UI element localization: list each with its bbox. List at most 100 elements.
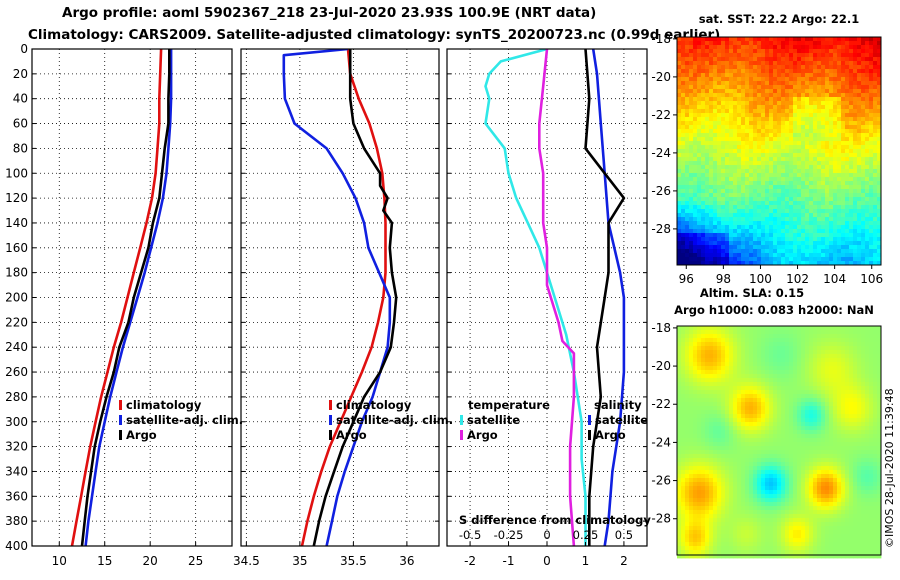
map-cell bbox=[697, 458, 702, 463]
map-cell bbox=[781, 426, 786, 431]
map-cell bbox=[697, 173, 702, 178]
map-cell bbox=[785, 205, 790, 210]
map-cell bbox=[857, 342, 862, 347]
map-cell bbox=[873, 450, 878, 455]
map-cell bbox=[877, 253, 882, 258]
map-cell bbox=[809, 37, 814, 42]
map-cell bbox=[829, 69, 834, 74]
map-cell bbox=[829, 85, 834, 90]
map-cell bbox=[809, 378, 814, 383]
map-cell bbox=[853, 81, 858, 86]
map-cell bbox=[801, 229, 806, 234]
map-cell bbox=[741, 442, 746, 447]
map-cell bbox=[865, 426, 870, 431]
x-tick-label: 2 bbox=[620, 554, 628, 568]
map-cell bbox=[705, 97, 710, 102]
map-cell bbox=[713, 422, 718, 427]
map-cell bbox=[785, 217, 790, 222]
map-cell bbox=[709, 193, 714, 198]
map-cell bbox=[733, 37, 738, 42]
map-cell bbox=[841, 366, 846, 371]
map-cell bbox=[737, 149, 742, 154]
map-cell bbox=[853, 334, 858, 339]
map-cell bbox=[873, 430, 878, 435]
map-cell bbox=[869, 89, 874, 94]
map-cell bbox=[773, 149, 778, 154]
map-cell bbox=[693, 370, 698, 375]
map-cell bbox=[845, 161, 850, 166]
map-cell bbox=[745, 253, 750, 258]
map-cell bbox=[793, 89, 798, 94]
map-cell bbox=[825, 338, 830, 343]
map-cell bbox=[729, 81, 734, 86]
map-cell bbox=[797, 121, 802, 126]
map-cell bbox=[753, 430, 758, 435]
map-cell bbox=[837, 249, 842, 254]
map-cell bbox=[845, 129, 850, 134]
map-cell bbox=[765, 73, 770, 78]
map-cell bbox=[697, 410, 702, 415]
map-cell bbox=[681, 426, 686, 431]
map-cell bbox=[801, 153, 806, 158]
map-cell bbox=[721, 378, 726, 383]
map-cell bbox=[745, 185, 750, 190]
map-cell bbox=[749, 101, 754, 106]
map-cell bbox=[837, 121, 842, 126]
map-cell bbox=[829, 201, 834, 206]
map-cell bbox=[753, 354, 758, 359]
map-cell bbox=[757, 237, 762, 242]
map-cell bbox=[865, 53, 870, 58]
map-cell bbox=[777, 129, 782, 134]
map-cell bbox=[701, 374, 706, 379]
map-cell bbox=[705, 73, 710, 78]
map-cell bbox=[801, 233, 806, 238]
map-cell bbox=[805, 261, 810, 266]
map-cell bbox=[717, 430, 722, 435]
map-cell bbox=[837, 57, 842, 62]
map-cell bbox=[837, 125, 842, 130]
map-cell bbox=[797, 209, 802, 214]
map-cell bbox=[765, 117, 770, 122]
map-cell bbox=[773, 346, 778, 351]
map-cell bbox=[797, 378, 802, 383]
map-cell bbox=[829, 185, 834, 190]
map-cell bbox=[693, 342, 698, 347]
map-cell bbox=[865, 169, 870, 174]
map-cell bbox=[857, 253, 862, 258]
map-cell bbox=[737, 402, 742, 407]
map-cell bbox=[745, 450, 750, 455]
map-cell bbox=[861, 430, 866, 435]
map-cell bbox=[797, 370, 802, 375]
map-cell bbox=[745, 217, 750, 222]
map-cell bbox=[833, 141, 838, 146]
map-cell bbox=[833, 342, 838, 347]
map-cell bbox=[773, 153, 778, 158]
map-cell bbox=[765, 69, 770, 74]
map-cell bbox=[749, 37, 754, 42]
map-cell bbox=[829, 446, 834, 451]
map-cell bbox=[685, 366, 690, 371]
map-cell bbox=[701, 241, 706, 246]
map-cell bbox=[725, 366, 730, 371]
map-cell bbox=[785, 241, 790, 246]
map-cell bbox=[829, 253, 834, 258]
map-cell bbox=[865, 149, 870, 154]
map-cell bbox=[861, 346, 866, 351]
map-cell bbox=[705, 350, 710, 355]
map-cell bbox=[877, 85, 882, 90]
map-cell bbox=[789, 386, 794, 391]
map-cell bbox=[809, 197, 814, 202]
map-cell bbox=[729, 382, 734, 387]
map-cell bbox=[857, 454, 862, 459]
map-cell bbox=[861, 85, 866, 90]
map-cell bbox=[825, 390, 830, 395]
map-cell bbox=[677, 414, 682, 419]
map-cell bbox=[689, 205, 694, 210]
map-cell bbox=[845, 145, 850, 150]
map-cell bbox=[873, 249, 878, 254]
map-cell bbox=[717, 330, 722, 335]
map-cell bbox=[717, 113, 722, 118]
map-cell bbox=[733, 229, 738, 234]
map-cell bbox=[773, 205, 778, 210]
map-cell bbox=[789, 201, 794, 206]
